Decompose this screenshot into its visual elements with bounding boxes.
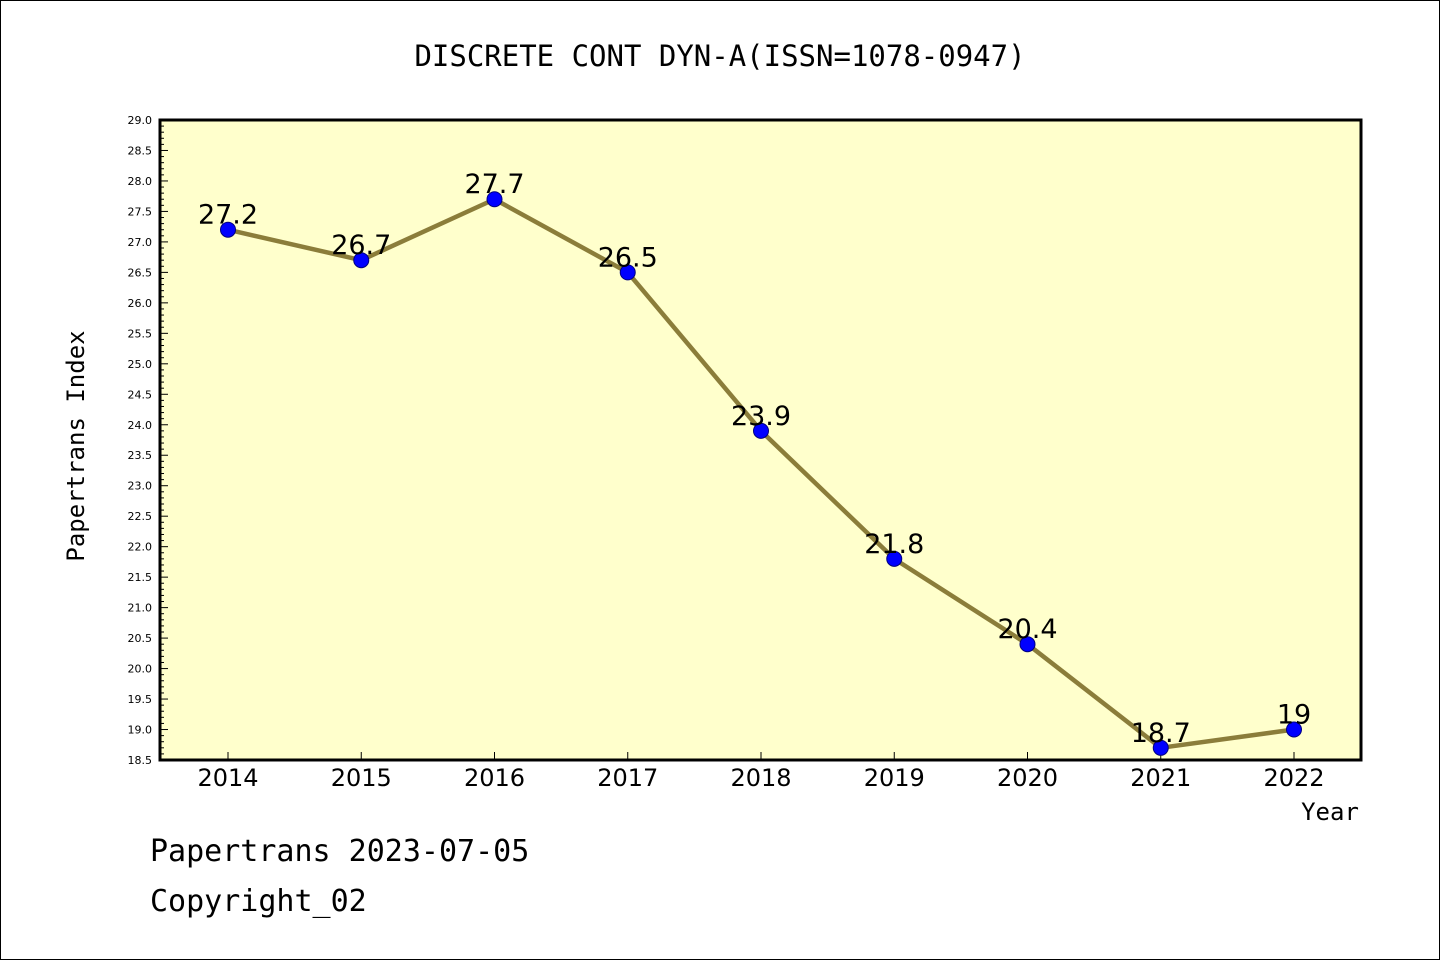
y-tick-label: 18.5: [128, 754, 153, 767]
y-tick-label: 24.5: [128, 388, 153, 401]
x-axis: 2014 2015 2016 2017 2018 2019 2020 2021 2022: [197, 752, 1325, 792]
y-tick-label: 23.5: [128, 449, 153, 462]
y-tick-label: 25.5: [128, 327, 153, 340]
data-value-label: 18.7: [1131, 718, 1191, 749]
data-value-label: 27.2: [198, 200, 258, 231]
data-point: [619, 264, 636, 281]
x-tick-label: 2019: [864, 764, 925, 792]
y-tick-label: 24.0: [128, 419, 153, 432]
y-tick-label: 22.0: [128, 541, 153, 554]
y-tick-label: 21.0: [128, 602, 153, 615]
y-tick-label: 29.0: [128, 114, 153, 127]
y-tick-label: 27.5: [128, 205, 153, 218]
data-point: [220, 221, 236, 238]
x-axis-label: Year: [1301, 798, 1359, 826]
y-tick-label: 25.0: [128, 358, 153, 371]
y-tick-label: 27.0: [128, 236, 153, 249]
x-tick-label: 2014: [197, 764, 258, 792]
y-axis: 18.5 19.0 19.5 20.0 20.5 21.0 21.5 22.0 22.5 23.0…: [128, 114, 168, 767]
data-point: [1286, 721, 1302, 738]
data-value-label: 21.8: [864, 529, 924, 560]
data-value-label: 26.5: [598, 242, 658, 273]
y-tick-label: 19.5: [128, 693, 153, 706]
footer-date-text: Papertrans 2023-07-05: [150, 834, 530, 869]
x-tick-label: 2017: [597, 764, 658, 792]
footer-copyright-text: Copyright_02: [150, 884, 367, 919]
x-tick-label: 2016: [464, 764, 525, 792]
y-tick-label: 22.5: [128, 510, 153, 523]
y-tick-label: 20.5: [128, 632, 153, 645]
data-labels: 27.2 26.7 27.7 26.5 23.9 21.8 20.4 18.7 19: [198, 169, 1311, 749]
y-tick-label: 20.0: [128, 663, 153, 676]
x-tick-label: 2022: [1263, 764, 1324, 792]
y-tick-label: 26.0: [128, 297, 153, 310]
data-point: [353, 252, 370, 269]
data-point: [753, 422, 769, 439]
plot-area: [160, 120, 1361, 760]
data-point: [486, 191, 503, 208]
y-tick-label: 28.5: [128, 144, 153, 157]
y-tick-label: 19.0: [128, 724, 153, 737]
y-axis-label: Papertrans Index: [62, 330, 90, 561]
data-value-label: 20.4: [997, 614, 1057, 645]
y-tick-label: 26.5: [128, 266, 153, 279]
plot-border: [158, 118, 1363, 762]
y-tick-label: 28.0: [128, 175, 153, 188]
x-tick-label: 2021: [1130, 764, 1191, 792]
x-tick-label: 2020: [997, 764, 1058, 792]
data-point: [886, 550, 903, 567]
data-series: [220, 191, 1302, 756]
data-value-label: 19: [1277, 700, 1311, 731]
data-point: [1152, 739, 1169, 756]
y-tick-label: 21.5: [128, 571, 153, 584]
data-point: [1019, 636, 1036, 653]
chart-title: DISCRETE CONT DYN-A(ISSN=1078-0947): [414, 39, 1025, 73]
x-tick-label: 2018: [730, 764, 791, 792]
data-value-label: 26.7: [331, 230, 391, 261]
y-tick-label: 23.0: [128, 480, 153, 493]
data-value-label: 23.9: [731, 401, 791, 432]
data-value-label: 27.7: [464, 169, 524, 200]
x-tick-label: 2015: [331, 764, 392, 792]
